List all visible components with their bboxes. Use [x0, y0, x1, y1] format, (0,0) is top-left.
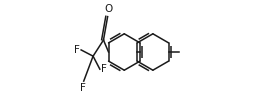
Text: F: F [101, 64, 107, 74]
Text: F: F [80, 83, 86, 93]
Text: O: O [104, 4, 112, 14]
Text: F: F [74, 45, 80, 55]
